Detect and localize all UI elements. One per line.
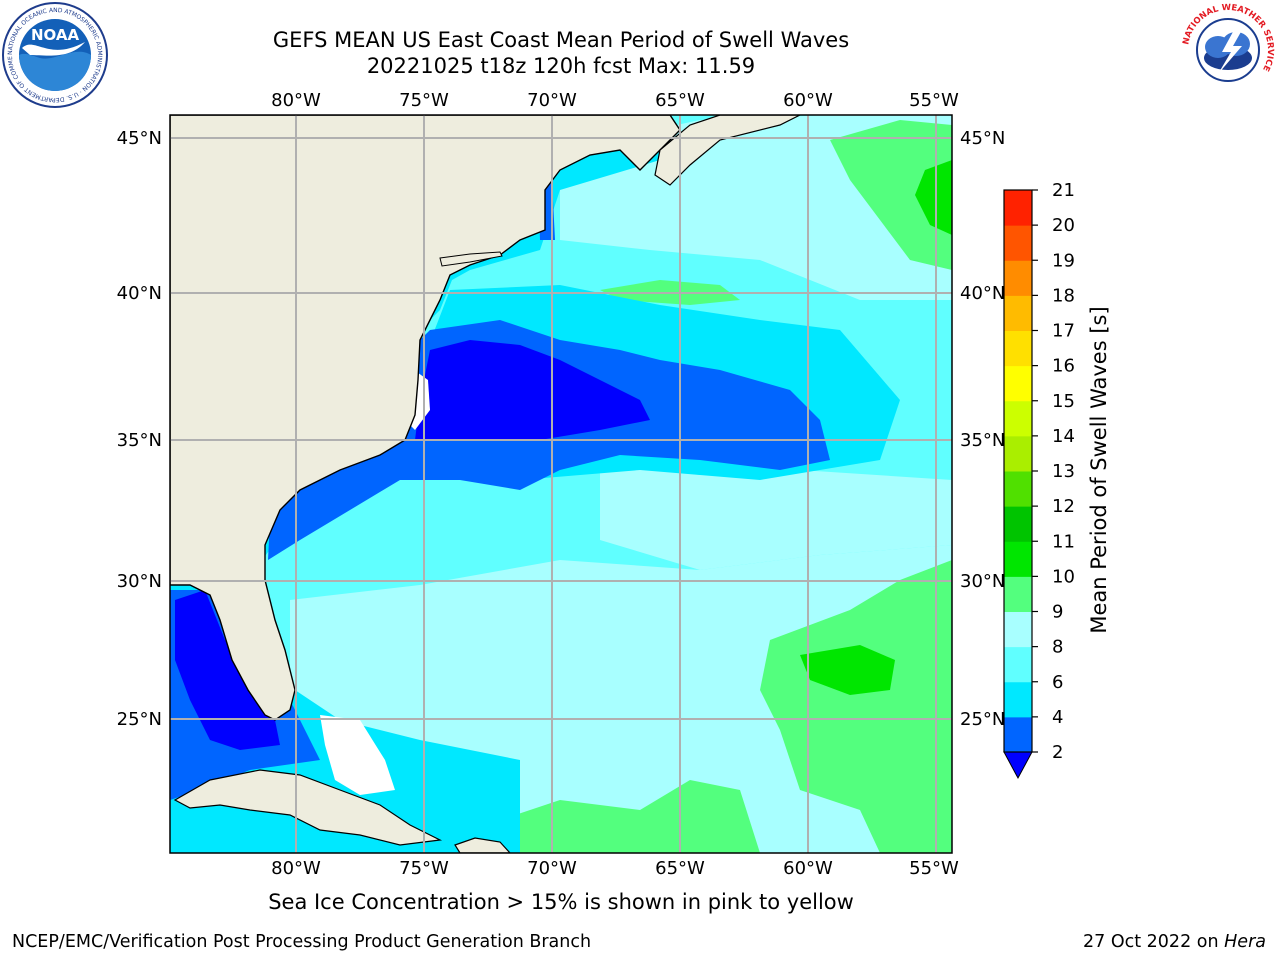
map-gridlines <box>170 115 952 853</box>
swell-band-10-11 <box>915 160 952 235</box>
lon-label-bottom: 65°W <box>655 858 705 879</box>
lat-label-left: 30°N <box>117 571 162 592</box>
colorbar-label: Mean Period of Swell Waves [s] <box>1087 306 1111 633</box>
svg-text:NOAA: NOAA <box>31 26 80 44</box>
colorbar-swatch <box>1004 330 1032 367</box>
colorbar-tick-label: 16 <box>1052 356 1075 377</box>
lon-label-bottom: 80°W <box>271 858 321 879</box>
colorbar-tick-label: 9 <box>1052 602 1063 623</box>
colorbar-tick-label: 11 <box>1052 531 1075 552</box>
colorbar-tick-label: 14 <box>1052 426 1075 447</box>
producer-credit: NCEP/EMC/Verification Post Processing Pr… <box>12 932 592 952</box>
colorbar-tick-label: 12 <box>1052 496 1075 517</box>
run-date-credit: 27 Oct 2022 on Hera <box>1083 932 1266 952</box>
colorbar-tick-label: 13 <box>1052 461 1075 482</box>
colorbar-swatch <box>1004 400 1032 437</box>
colorbar-tick-label: 2 <box>1052 742 1063 763</box>
lon-label-top: 70°W <box>527 90 577 111</box>
long-island-land <box>439 251 503 267</box>
colorbar-swatch <box>1004 471 1032 507</box>
no-data-patch <box>320 715 395 795</box>
lon-label-top: 55°W <box>909 90 959 111</box>
swell-band-8-9 <box>600 460 952 570</box>
colorbar-under-arrow <box>1003 751 1033 780</box>
colorbar-swatch <box>1004 681 1032 718</box>
run-date: 27 Oct 2022 on <box>1083 932 1225 952</box>
colorbar-swatch <box>1004 541 1032 577</box>
colorbar-swatch <box>1004 190 1032 226</box>
hispaniola-land <box>454 837 511 853</box>
swell-band-9-10 <box>500 780 760 853</box>
colorbar-swatch <box>1004 716 1032 753</box>
colorbar-swatch <box>1004 260 1032 296</box>
lat-label-right: 30°N <box>960 571 1005 592</box>
lon-label-bottom: 55°W <box>909 858 959 879</box>
swell-band-9-10 <box>830 120 952 270</box>
colorbar-swatch <box>1004 646 1032 683</box>
swell-band-under-2 <box>175 590 280 750</box>
lat-label-right: 35°N <box>960 430 1005 451</box>
sea-ice-note: Sea Ice Concentration > 15% is shown in … <box>268 890 854 914</box>
lat-label-left: 35°N <box>117 430 162 451</box>
map-frame <box>169 114 953 854</box>
colorbar-tick-label: 15 <box>1052 391 1075 412</box>
colorbar-swatch <box>1004 435 1032 472</box>
colorbar-swatch <box>1004 365 1032 402</box>
colorbar-tick-label: 4 <box>1052 707 1063 728</box>
lat-label-right: 25°N <box>960 709 1005 730</box>
lat-label-left: 45°N <box>117 128 162 149</box>
lon-label-bottom: 75°W <box>399 858 449 879</box>
colorbar-tick-label: 20 <box>1052 215 1075 236</box>
colorbar <box>1003 189 1033 780</box>
colorbar-tick-label: 10 <box>1052 566 1075 587</box>
nws-logo: NATIONAL WEATHER SERVICE <box>1181 3 1275 97</box>
chart-title: GEFS MEAN US East Coast Mean Period of S… <box>272 28 850 52</box>
colorbar-tick-label: 19 <box>1052 250 1075 271</box>
cuba-land <box>173 769 443 846</box>
colorbar-swatch <box>1004 576 1032 612</box>
nova-scotia-land <box>654 115 801 186</box>
colorbar-swatch <box>1004 611 1032 648</box>
lat-label-right: 40°N <box>960 283 1005 304</box>
noaa-logo: NOAA NATIONAL OCEANIC AND ATMOSPHERIC AD… <box>0 0 108 108</box>
lat-label-right: 45°N <box>960 128 1005 149</box>
colorbar-tick-label: 17 <box>1052 321 1075 342</box>
swell-band-10-11 <box>800 645 895 695</box>
swell-band-under-2 <box>415 340 650 440</box>
colorbar-tick-label: 18 <box>1052 285 1075 306</box>
lon-label-top: 60°W <box>783 90 833 111</box>
colorbar-tick-label: 21 <box>1052 180 1075 201</box>
lat-label-left: 40°N <box>117 283 162 304</box>
colorbar-swatch <box>1004 295 1032 331</box>
lon-label-bottom: 70°W <box>527 858 577 879</box>
colorbar-swatch <box>1004 225 1032 261</box>
chart-subtitle: 20221025 t18z 120h fcst Max: 11.59 <box>366 54 756 78</box>
lon-label-bottom: 60°W <box>783 858 833 879</box>
machine-name: Hera <box>1224 932 1266 952</box>
lon-label-top: 80°W <box>271 90 321 111</box>
colorbar-tick-label: 6 <box>1052 672 1063 693</box>
colorbar-tick-label: 8 <box>1052 637 1063 658</box>
colorbar-swatch <box>1004 506 1032 542</box>
lat-label-left: 25°N <box>117 709 162 730</box>
lon-label-top: 65°W <box>655 90 705 111</box>
lon-label-top: 75°W <box>399 90 449 111</box>
